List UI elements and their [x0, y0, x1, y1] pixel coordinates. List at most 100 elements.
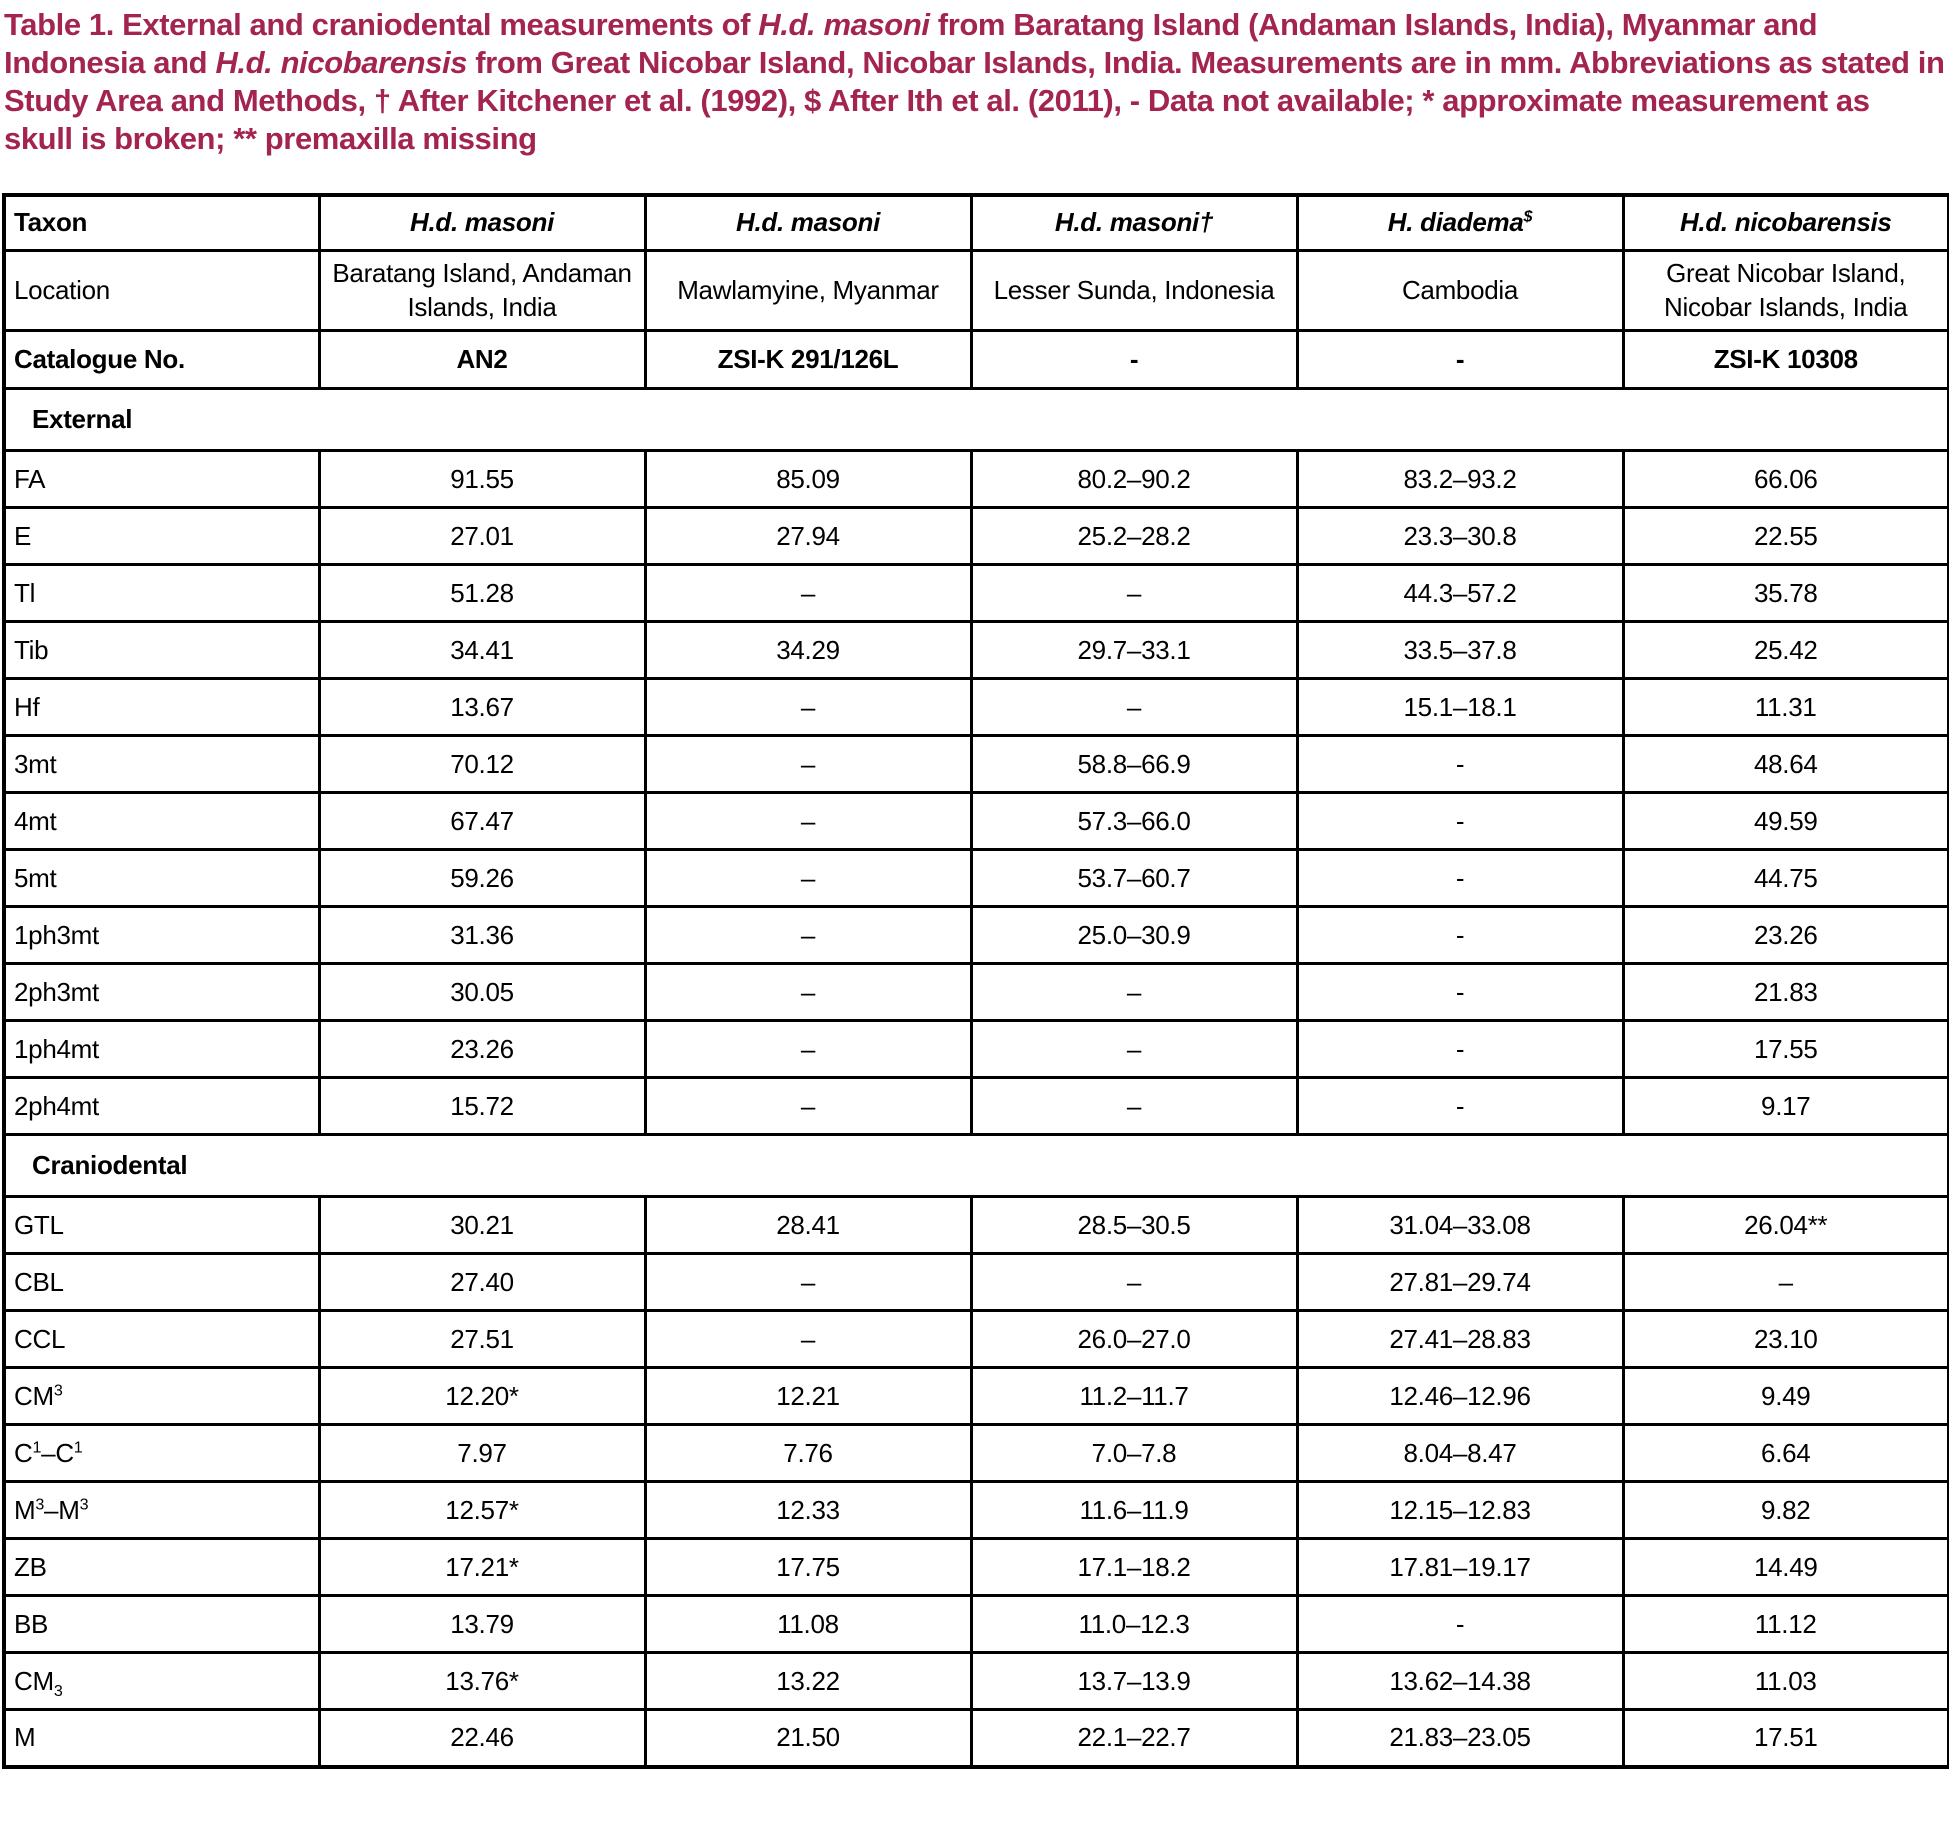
measurement-cell: 91.55 [317, 449, 647, 509]
measurement-cell: 23.3–30.8 [1295, 506, 1625, 566]
measurement-cell: 29.7–33.1 [969, 620, 1299, 680]
measurement-cell: 49.59 [1621, 791, 1949, 851]
species-column-header: H.d. nicobarensis [1621, 193, 1949, 252]
measurement-cell: 48.64 [1621, 734, 1949, 794]
species-column-header: H.d. masoni [643, 193, 973, 252]
measurements-table: Taxon H.d. masoni H.d. masoni H.d. masoni† H… [2, 192, 1949, 1769]
measurement-cell: – [643, 1309, 973, 1369]
measurement-cell: 9.17 [1621, 1076, 1949, 1136]
measurement-cell: – [969, 962, 1299, 1022]
measurement-cell: 27.51 [317, 1309, 647, 1369]
measurement-cell: 70.12 [317, 734, 647, 794]
measurement-label: FA [2, 449, 321, 509]
measurement-cell: 23.26 [1621, 905, 1949, 965]
measurement-cell: – [643, 734, 973, 794]
measurement-cell: 44.75 [1621, 848, 1949, 908]
taxon-label-header: Taxon [2, 193, 321, 252]
measurement-cell: 8.04–8.47 [1295, 1423, 1625, 1483]
measurement-cell: 31.04–33.08 [1295, 1195, 1625, 1255]
info-cell: Baratang Island, Andaman Islands, India [317, 249, 647, 332]
measurement-cell: 23.26 [317, 1019, 647, 1079]
measurement-cell: 85.09 [643, 449, 973, 509]
section-title: External [2, 387, 1949, 452]
measurement-cell: 9.82 [1621, 1480, 1949, 1540]
measurement-label: 1ph4mt [2, 1019, 321, 1079]
measurement-cell: 6.64 [1621, 1423, 1949, 1483]
measurement-cell: 67.47 [317, 791, 647, 851]
caption-text-segment: Table 1. External and craniodental measu… [4, 7, 759, 42]
measurement-cell: 21.83–23.05 [1295, 1708, 1625, 1768]
measurement-cell: 17.1–18.2 [969, 1537, 1299, 1597]
measurement-label: E [2, 506, 321, 566]
measurement-cell: 26.0–27.0 [969, 1309, 1299, 1369]
measurement-cell: – [969, 1252, 1299, 1312]
measurement-cell: 13.62–14.38 [1295, 1651, 1625, 1711]
measurement-row: BB 13.79 11.08 11.0–12.3-11.12 [2, 1594, 1949, 1654]
info-cell: Cambodia [1295, 249, 1625, 332]
measurement-cell: - [1295, 905, 1625, 965]
measurement-cell: 25.42 [1621, 620, 1949, 680]
measurement-cell: – [969, 1076, 1299, 1136]
measurement-row: 5mt 59.26–53.7–60.7-44.75 [2, 848, 1949, 908]
measurement-cell: – [643, 1076, 973, 1136]
measurement-cell: – [1621, 1252, 1949, 1312]
measurement-cell: 28.5–30.5 [969, 1195, 1299, 1255]
measurement-cell: 11.03 [1621, 1651, 1949, 1711]
measurement-cell: 26.04** [1621, 1195, 1949, 1255]
measurement-label: BB [2, 1594, 321, 1654]
measurement-cell: 7.0–7.8 [969, 1423, 1299, 1483]
info-cell: Great Nicobar Island, Nicobar Islands, I… [1621, 249, 1949, 332]
measurement-cell: 12.15–12.83 [1295, 1480, 1625, 1540]
info-cell: AN2 [317, 329, 647, 390]
measurement-row: CM3 12.20* 12.21 11.2–11.7 12.46–12.96 9.49 [2, 1366, 1949, 1426]
measurement-cell: 27.41–28.83 [1295, 1309, 1625, 1369]
measurement-cell: 11.08 [643, 1594, 973, 1654]
measurement-cell: 13.67 [317, 677, 647, 737]
catalogue-row: Catalogue No. AN2 ZSI-K 291/126L - - ZSI-K 10… [2, 329, 1949, 390]
measurement-label: ZB [2, 1537, 321, 1597]
measurement-label: Hf [2, 677, 321, 737]
measurement-cell: 11.0–12.3 [969, 1594, 1299, 1654]
taxon-header-row: Taxon H.d. masoni H.d. masoni H.d. masoni† H… [2, 193, 1949, 252]
measurement-row: 1ph4mt 23.26– – -17.55 [2, 1019, 1949, 1079]
measurement-label: CM3 [2, 1366, 321, 1426]
species-column-header: H.d. masoni [317, 193, 647, 252]
measurement-cell: 17.75 [643, 1537, 973, 1597]
measurement-row: 1ph3mt 31.36–25.0–30.9-23.26 [2, 905, 1949, 965]
measurement-cell: 21.50 [643, 1708, 973, 1768]
measurement-cell: – [643, 1252, 973, 1312]
caption-text-segment: from Baratang Island (Andaman Islands, I… [4, 7, 1818, 81]
info-cell: - [969, 329, 1299, 390]
measurement-cell: 12.57* [317, 1480, 647, 1540]
measurement-label: CM3 [2, 1651, 321, 1711]
measurement-cell: 35.78 [1621, 563, 1949, 623]
measurement-cell: – [643, 1019, 973, 1079]
measurement-row: E 27.01 27.94 25.2–28.2 23.3–30.8 22.55 [2, 506, 1949, 566]
measurement-label: 2ph4mt [2, 1076, 321, 1136]
measurement-cell: - [1295, 962, 1625, 1022]
measurement-label: M [2, 1708, 321, 1768]
measurement-cell: 51.28 [317, 563, 647, 623]
measurement-cell: 17.51 [1621, 1708, 1949, 1768]
measurement-cell: 14.49 [1621, 1537, 1949, 1597]
measurement-cell: 15.1–18.1 [1295, 677, 1625, 737]
measurement-cell: – [969, 677, 1299, 737]
measurement-cell: 25.2–28.2 [969, 506, 1299, 566]
measurement-cell: – [643, 563, 973, 623]
measurement-label: 1ph3mt [2, 905, 321, 965]
measurement-row: 2ph3mt 30.05– – -21.83 [2, 962, 1949, 1022]
measurement-label: Tib [2, 620, 321, 680]
measurement-cell: – [643, 905, 973, 965]
measurement-cell: 31.36 [317, 905, 647, 965]
measurement-cell: 27.94 [643, 506, 973, 566]
info-cell: ZSI-K 291/126L [643, 329, 973, 390]
measurement-cell: 13.7–13.9 [969, 1651, 1299, 1711]
measurement-cell: - [1295, 848, 1625, 908]
measurement-cell: 7.76 [643, 1423, 973, 1483]
measurement-cell: - [1295, 791, 1625, 851]
measurement-cell: – [643, 962, 973, 1022]
measurement-cell: 11.2–11.7 [969, 1366, 1299, 1426]
measurement-cell: 27.40 [317, 1252, 647, 1312]
table-caption: Table 1. External and craniodental measu… [4, 6, 1945, 159]
measurement-cell: 17.55 [1621, 1019, 1949, 1079]
